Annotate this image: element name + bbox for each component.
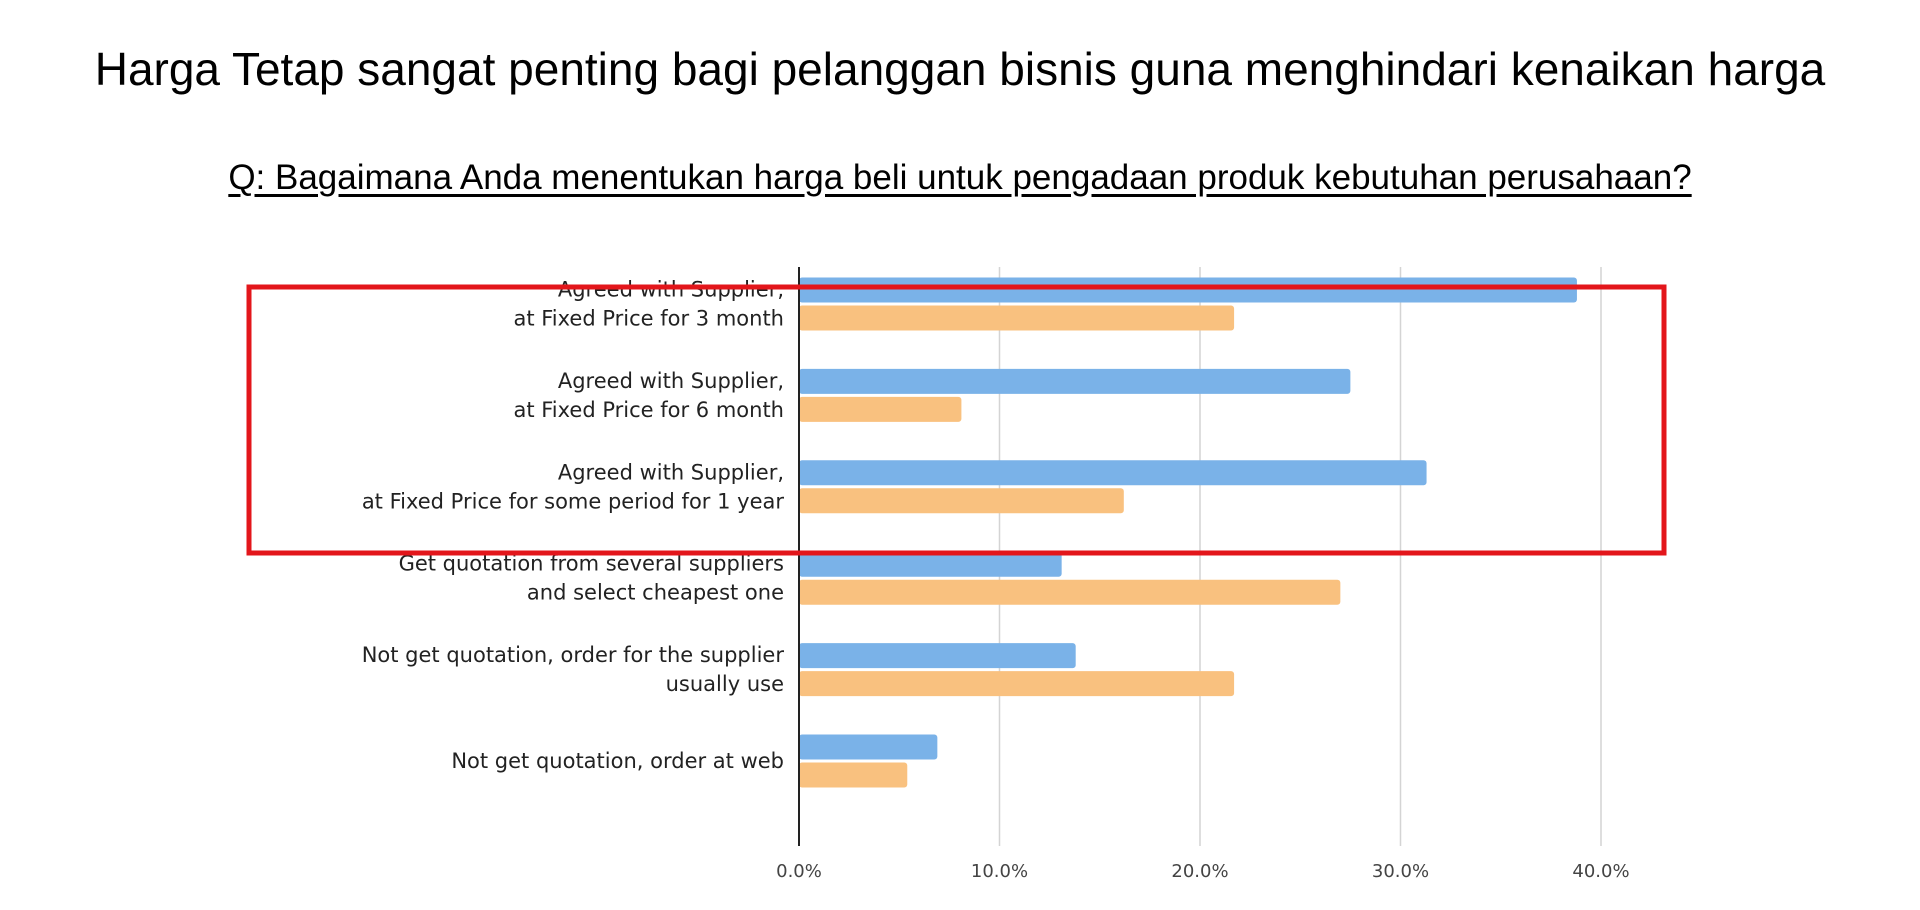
x-tick-label: 10.0% bbox=[971, 861, 1028, 882]
bar-blue bbox=[799, 643, 1076, 669]
highlight-box bbox=[246, 284, 1667, 556]
bar-orange bbox=[799, 488, 1124, 514]
category-label: Not get quotation, order at web bbox=[451, 749, 784, 773]
bar-blue bbox=[799, 368, 1351, 394]
x-tick-label: 0.0% bbox=[776, 861, 822, 882]
category-label: at Fixed Price for some period for 1 yea… bbox=[362, 489, 785, 513]
x-tick-label: 30.0% bbox=[1372, 861, 1429, 882]
survey-question: Q: Bagaimana Anda menentukan harga beli … bbox=[0, 158, 1920, 198]
bar-blue bbox=[799, 460, 1427, 486]
category-label: Agreed with Supplier, bbox=[558, 369, 784, 393]
bar-blue bbox=[799, 551, 1062, 577]
category-label: at Fixed Price for 6 month bbox=[513, 398, 784, 422]
survey-question-text: Q: Bagaimana Anda menentukan harga beli … bbox=[228, 158, 1692, 197]
category-label: Agreed with Supplier, bbox=[558, 460, 784, 484]
bar-blue bbox=[799, 734, 938, 760]
x-tick-label: 20.0% bbox=[1171, 861, 1228, 882]
bar-orange bbox=[799, 579, 1341, 605]
category-label: Not get quotation, order for the supplie… bbox=[362, 643, 785, 667]
category-label: and select cheapest one bbox=[527, 581, 784, 605]
category-label: at Fixed Price for 3 month bbox=[513, 307, 784, 331]
bar-orange bbox=[799, 762, 908, 788]
bar-orange bbox=[799, 396, 962, 422]
bar-blue bbox=[799, 277, 1577, 303]
category-label: usually use bbox=[666, 672, 784, 696]
category-label: Get quotation from several suppliers bbox=[399, 552, 784, 576]
bar-orange bbox=[799, 305, 1235, 331]
bar-orange bbox=[799, 671, 1235, 697]
page-title: Harga Tetap sangat penting bagi pelangga… bbox=[94, 43, 1826, 95]
x-tick-label: 40.0% bbox=[1572, 861, 1629, 882]
